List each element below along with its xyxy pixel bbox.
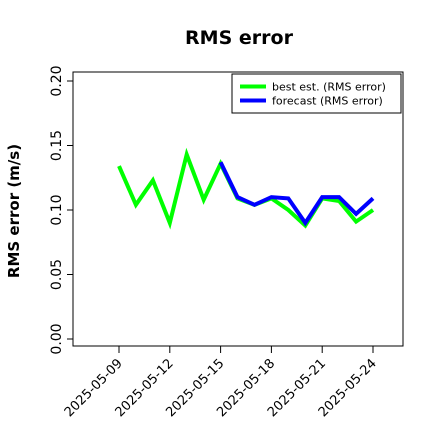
legend: best est. (RMS error) forecast (RMS erro… [231,73,402,114]
series-line-forecast [218,161,375,227]
y-axis-label: RMS error (m/s) [5,144,23,278]
legend-box [231,73,402,114]
legend-label-forecast: forecast (RMS error) [272,95,383,108]
x-axis: 2025-05-092025-05-122025-05-152025-05-18… [62,346,380,420]
y-tick-label: 0.20 [49,65,65,96]
y-tick-label: 0.05 [49,259,65,290]
legend-label-best-est: best est. (RMS error) [272,81,386,94]
y-tick-label: 0.15 [49,130,65,161]
y-tick-label: 0.10 [49,194,65,225]
plot-area [72,71,404,347]
y-axis: 0.00 0.05 0.10 0.15 0.20 [49,65,73,355]
chart-title: RMS error [185,27,294,49]
y-tick-label: 0.00 [49,323,65,354]
series-layer [117,147,375,230]
series-line-best-est [117,147,375,230]
